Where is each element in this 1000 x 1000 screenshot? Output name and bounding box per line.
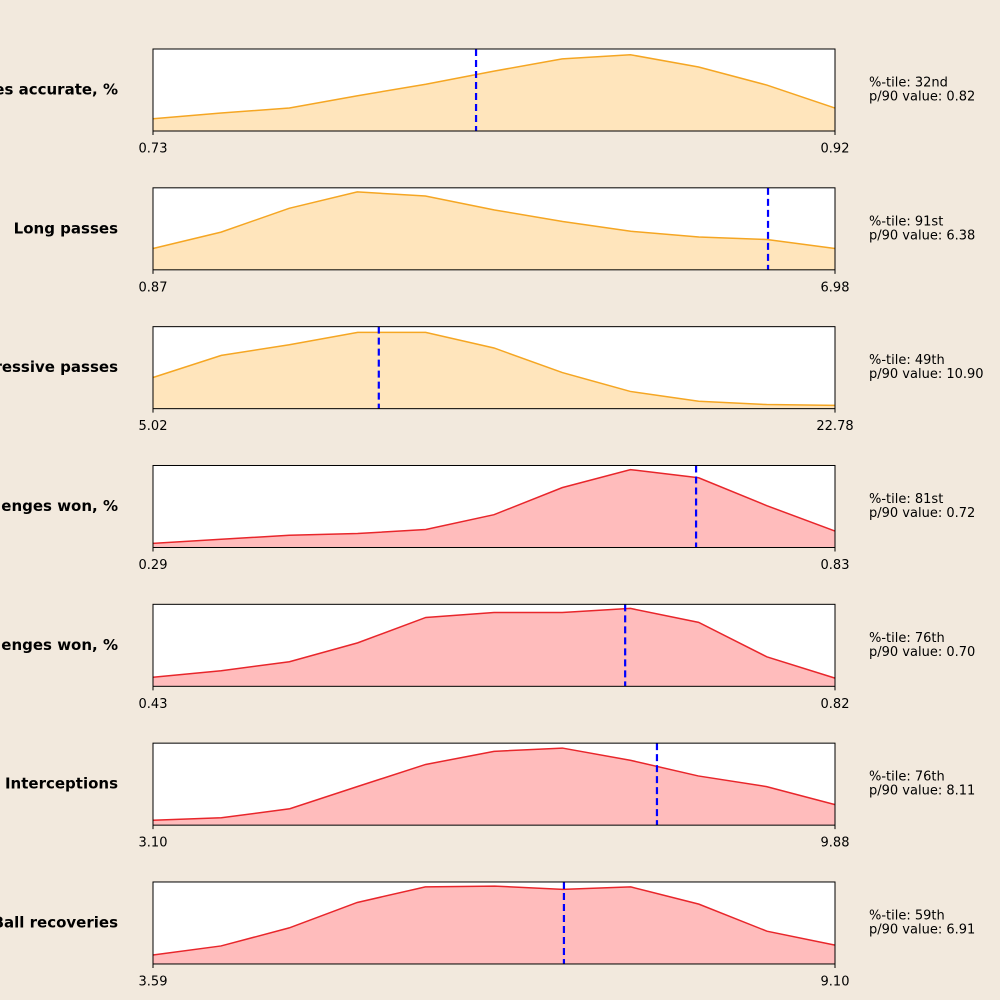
percentile-label: %-tile: 91st <box>869 214 943 229</box>
density-line <box>152 747 836 821</box>
density-line <box>152 468 836 545</box>
x-tick-label: 6.98 <box>821 280 850 295</box>
value-label: p/90 value: 6.38 <box>869 228 975 243</box>
percentile-label: %-tile: 49th <box>869 353 945 368</box>
density-line <box>152 53 836 120</box>
x-tick-label: 0.73 <box>139 142 168 157</box>
metric-label: Interceptions <box>5 775 118 793</box>
value-label: p/90 value: 10.90 <box>869 367 984 382</box>
density-area <box>153 469 835 548</box>
percentile-label: %-tile: 76th <box>869 770 945 785</box>
metric-label: Long passes <box>14 219 118 237</box>
x-tick-label: 9.88 <box>821 836 850 851</box>
x-tick-label: 0.43 <box>139 697 168 712</box>
density-area <box>153 191 835 270</box>
metric-label: es accurate, % <box>0 81 118 99</box>
density-line <box>152 885 836 956</box>
x-tick-label: 22.78 <box>816 419 853 434</box>
percentile-label: %-tile: 76th <box>869 631 945 646</box>
x-tick-label: 0.92 <box>821 142 850 157</box>
metric-label: ressive passes <box>0 358 118 376</box>
density-area <box>153 886 835 964</box>
value-label: p/90 value: 0.82 <box>869 90 975 105</box>
plot-frame <box>152 464 836 548</box>
x-tick-label: 0.83 <box>821 558 850 573</box>
x-tick-label: 0.82 <box>821 697 850 712</box>
percentile-label: %-tile: 59th <box>869 908 945 923</box>
plot-frame <box>152 603 836 687</box>
x-tick-label: 3.59 <box>139 974 168 989</box>
density-line <box>152 191 836 250</box>
x-tick-label: 3.10 <box>139 836 168 851</box>
plot-frame <box>152 881 836 965</box>
value-label: p/90 value: 6.91 <box>869 922 975 937</box>
plot-frame <box>152 187 836 271</box>
plot-frame <box>152 326 836 410</box>
x-tick-label: 9.10 <box>821 974 850 989</box>
x-tick-label: 0.87 <box>139 280 168 295</box>
x-tick-label: 5.02 <box>139 419 168 434</box>
density-area <box>153 748 835 826</box>
density-line <box>152 331 836 407</box>
density-area <box>153 608 835 687</box>
x-tick-label: 0.29 <box>139 558 168 573</box>
plot-frame <box>152 742 836 826</box>
density-area <box>153 332 835 409</box>
value-label: p/90 value: 8.11 <box>869 784 975 799</box>
value-label: p/90 value: 0.72 <box>869 506 975 521</box>
density-area <box>153 54 835 131</box>
metric-label: enges won, % <box>1 497 118 515</box>
value-label: p/90 value: 0.70 <box>869 645 975 660</box>
density-line <box>152 607 836 679</box>
percentile-label: %-tile: 81st <box>869 492 943 507</box>
metric-label: enges won, % <box>1 636 118 654</box>
plot-frame <box>152 48 836 132</box>
metric-label: Ball recoveries <box>0 913 118 931</box>
percentile-label: %-tile: 32nd <box>869 76 948 91</box>
